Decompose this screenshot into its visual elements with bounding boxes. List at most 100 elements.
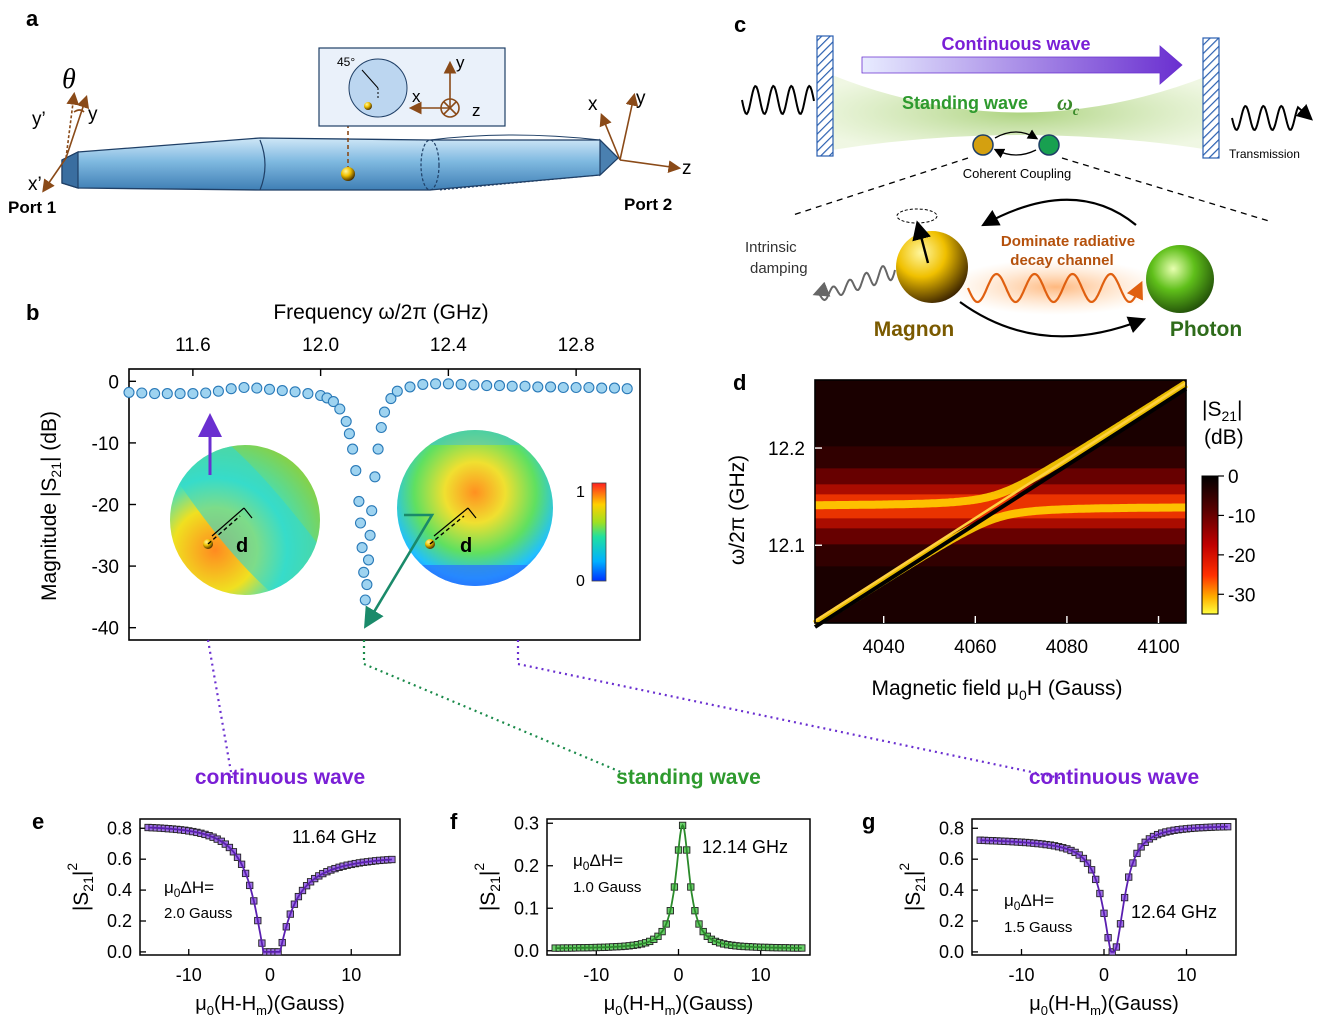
panelE-y-tick-label: 0.0 xyxy=(107,942,132,962)
radiative-label-1: Dominate radiative xyxy=(1001,233,1135,250)
panelE-title: continuous wave xyxy=(195,766,365,789)
d-cbar-tick-label: 0 xyxy=(1228,467,1239,488)
panelE-y-axis-label: |S21|2 xyxy=(64,863,96,912)
panelF-x-axis-label: μ0(H-Hm)(Gauss) xyxy=(604,993,754,1018)
b-field-inset-right: d xyxy=(397,430,553,586)
b-colorbar xyxy=(591,482,607,582)
continuous-wave-arrow xyxy=(861,45,1183,85)
panel-b: Frequency ω/2π (GHz) Magnitude |S21| (dB… xyxy=(38,301,641,641)
b-y-tick-label: 0 xyxy=(108,372,119,393)
b-data-point xyxy=(417,378,429,390)
panelG-x-tick-label: 10 xyxy=(1176,965,1196,985)
b-data-point xyxy=(570,381,582,394)
waveguide-body xyxy=(61,137,619,191)
b-data-point xyxy=(385,393,397,405)
b-data-point xyxy=(347,443,359,455)
magnon-label: Magnon xyxy=(874,318,954,341)
panelG-y-tick-label: 0.6 xyxy=(939,849,964,869)
b-data-point xyxy=(378,406,391,418)
panelF-x-tick-label: -10 xyxy=(583,965,609,985)
d-x-tick-label: 4080 xyxy=(1046,637,1088,658)
b-data-point xyxy=(238,381,250,394)
b-arrow-green xyxy=(363,513,435,629)
b-data-point xyxy=(455,378,467,390)
panel-label-f: f xyxy=(450,809,458,834)
b-data-point xyxy=(302,388,314,400)
panel-c: Continuous wave Transmission Standing wa… xyxy=(741,34,1313,341)
b-data-point xyxy=(200,387,212,399)
photon-sphere-icon xyxy=(1146,245,1214,313)
mirror-right xyxy=(1202,37,1220,159)
port2-axis-x: x xyxy=(588,94,598,115)
b-data-point xyxy=(442,378,454,390)
d-colorbar xyxy=(1201,475,1219,615)
b-data-point xyxy=(289,386,301,398)
b-data-point xyxy=(353,495,365,507)
b-data-point xyxy=(327,396,339,408)
panelE-y-tick-label: 0.4 xyxy=(107,880,132,900)
standing-wave-label: Standing wave xyxy=(902,93,1028,113)
standing-wave-beam xyxy=(832,75,1210,150)
panelG-x-tick-label: -10 xyxy=(1008,965,1034,985)
b-x-tick-label: 11.6 xyxy=(175,335,211,356)
b-x-tick-label: 12.4 xyxy=(430,335,467,356)
mirror-left xyxy=(816,35,834,157)
b-y-tick-label: -40 xyxy=(92,619,119,640)
panel-label-b: b xyxy=(26,300,39,325)
d-magnon-bright-line xyxy=(814,381,1187,623)
b-data-point xyxy=(161,388,173,400)
b-data-point xyxy=(506,380,518,392)
panelE-linewidth: μ0ΔH= xyxy=(164,878,214,900)
panelE-y-tick-label: 0.8 xyxy=(107,818,132,838)
panel-label-e: e xyxy=(32,809,44,834)
panel-label-d: d xyxy=(733,370,746,395)
b-data-point xyxy=(334,403,346,415)
panelG-y-tick-label: 0.0 xyxy=(939,942,964,962)
port2-label: Port 2 xyxy=(624,195,672,214)
b-y-axis-label: Magnitude |S21| (dB) xyxy=(38,411,64,601)
b-data-point xyxy=(369,471,381,483)
b-data-point xyxy=(404,381,416,393)
radiative-label-2: decay channel xyxy=(1010,252,1113,269)
b-data-point xyxy=(366,505,378,517)
b-data-point xyxy=(375,421,387,434)
b-x-tick-label: 12.0 xyxy=(302,335,339,356)
d-y-tick-label: 12.1 xyxy=(768,536,805,557)
axis-y-prime-label: y’ xyxy=(32,109,46,130)
panel-label-g: g xyxy=(862,809,875,834)
b-y-tick-label: -30 xyxy=(92,557,119,578)
b-data-point xyxy=(174,388,186,400)
b-data-point xyxy=(350,465,362,477)
b-data-point xyxy=(557,381,569,394)
panelE-y-tick-label: 0.6 xyxy=(107,849,132,869)
omega-c-label: ωc xyxy=(1057,90,1080,119)
b-x-tick-label: 12.8 xyxy=(558,335,595,356)
photon-label: Photon xyxy=(1170,318,1242,341)
d-colorbar-title: |S21| xyxy=(1202,398,1243,424)
panelF-freq: 12.14 GHz xyxy=(702,837,788,857)
b-data-point xyxy=(468,379,480,391)
inset-angle: 45° xyxy=(337,55,355,69)
transmission-label: Transmission xyxy=(1229,147,1300,161)
panelF-y-axis-label: |S21|2 xyxy=(471,863,503,912)
b-data-point xyxy=(354,517,367,529)
panel-g: continuous wave -10 0 10 0.0 0.2 0.4 0.6 0.8 |S21… xyxy=(896,766,1237,1018)
panelF-linewidth: μ0ΔH= xyxy=(573,851,623,873)
intrinsic-damping-label-1: Intrinsic xyxy=(745,239,797,256)
port1-label: Port 1 xyxy=(8,198,56,217)
d-cbar-tick-label: -10 xyxy=(1228,506,1255,527)
b-data-point xyxy=(251,382,263,394)
intrinsic-damping-label-2: damping xyxy=(750,260,808,277)
port2-axis-z: z xyxy=(682,158,692,179)
panelG-x-tick-label: 0 xyxy=(1099,965,1109,985)
b-colorbar-max: 1 xyxy=(576,484,585,501)
magnon-sphere-icon xyxy=(896,231,968,303)
panelF-y-tick-label: 0.0 xyxy=(514,941,539,961)
b-y-tick-label: -10 xyxy=(92,434,119,455)
panelG-y-tick-label: 0.4 xyxy=(939,880,964,900)
d-x-axis-label: Magnetic field μ0H (Gauss) xyxy=(872,677,1123,703)
axis-y-label: y xyxy=(88,104,98,125)
panelF-y-tick-label: 0.3 xyxy=(514,813,539,833)
d-y-tick-label: 12.2 xyxy=(768,439,805,460)
